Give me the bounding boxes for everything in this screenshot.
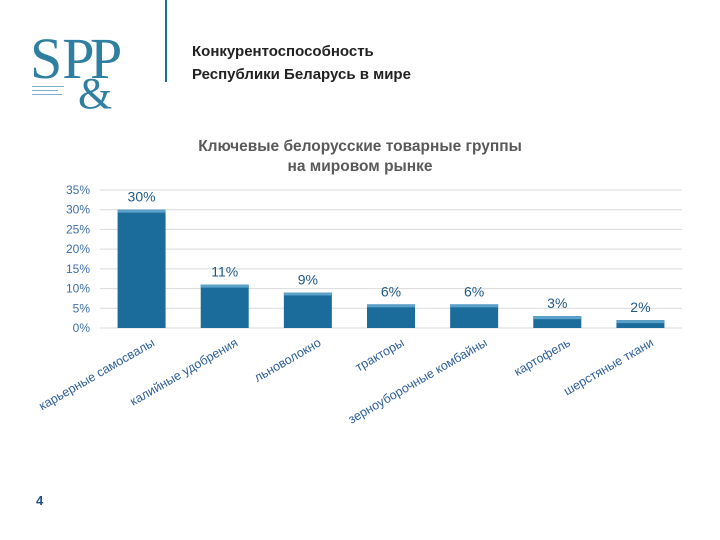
data-label: 6%: [464, 283, 484, 299]
logo-small-print: [32, 83, 72, 98]
bar-highlight: [533, 316, 582, 320]
bar: [450, 304, 499, 328]
category-label: тракторы: [353, 335, 407, 374]
page-number: 4: [36, 493, 44, 508]
data-label: 30%: [128, 189, 156, 205]
y-tick-label: 25%: [66, 222, 90, 236]
company-logo: SP P &: [30, 26, 122, 115]
chart-title: Ключевые белорусские товарные группы на …: [198, 138, 522, 175]
y-tick-label: 10%: [66, 282, 90, 296]
bar: [117, 209, 166, 328]
bar-highlight: [200, 284, 249, 288]
data-label: 9%: [298, 272, 318, 288]
bar: [367, 304, 415, 328]
bar: [533, 316, 582, 328]
y-tick-label: 15%: [66, 262, 90, 276]
bar: [616, 320, 665, 328]
data-label: 3%: [547, 295, 567, 311]
page-title: Конкурентоспособность Республики Беларус…: [192, 43, 411, 83]
bar-highlight: [283, 292, 332, 296]
header-divider: [165, 0, 167, 82]
y-tick-label: 20%: [66, 242, 90, 256]
bar: [200, 284, 249, 328]
bar-highlight: [616, 320, 665, 324]
category-label: льноволокно: [252, 335, 324, 384]
bar: [283, 292, 332, 328]
logo-p-text: P: [90, 26, 122, 91]
category-label: картофель: [512, 335, 573, 378]
logo-sp-text: SP: [30, 26, 95, 91]
category-label: шерстяные ткани: [561, 335, 656, 398]
logo-ampersand: &: [78, 69, 112, 115]
y-tick-label: 35%: [66, 183, 90, 197]
bar-highlight: [117, 209, 166, 213]
data-label: 2%: [630, 299, 650, 315]
bar-highlight: [367, 304, 415, 308]
category-label: зерноуборочные комбайны: [346, 335, 490, 426]
bar-highlight: [450, 304, 499, 308]
data-label: 11%: [211, 264, 238, 280]
data-label: 6%: [381, 283, 401, 299]
y-tick-label: 30%: [66, 203, 90, 217]
y-tick-label: 5%: [73, 301, 91, 315]
y-tick-label: 0%: [73, 321, 91, 335]
